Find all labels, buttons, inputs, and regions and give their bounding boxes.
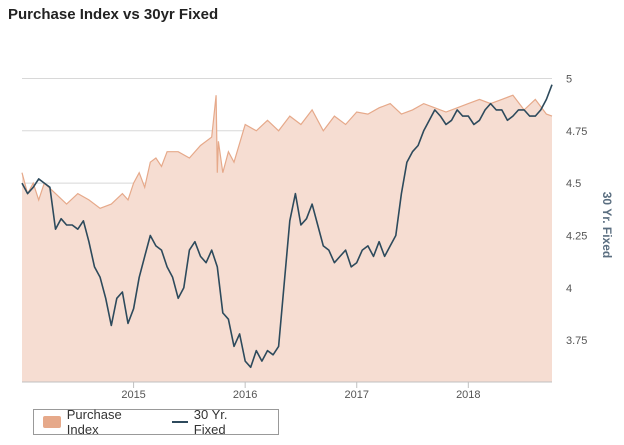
y-tick-label-3: 4.5: [566, 178, 581, 190]
legend-label-purchase-index: Purchase Index: [66, 407, 122, 437]
legend-swatch-line: [171, 421, 188, 423]
x-tick-label-2: 2017: [344, 389, 368, 401]
y-tick-label-2: 4.25: [566, 230, 587, 242]
legend-item-purchase-index[interactable]: Purchase Index: [43, 407, 156, 437]
y-axis-title: 30 Yr. Fixed: [600, 192, 614, 259]
series-layer: [21, 84, 553, 382]
y-tick-label-1: 4: [566, 283, 572, 295]
x-tick-label-0: 2015: [121, 389, 145, 401]
x-tick-label-3: 2018: [456, 389, 480, 401]
legend-label-30yr-fixed: 30 Yr. Fixed: [193, 407, 228, 437]
legend-swatch-area: [43, 416, 61, 428]
series-line-30yr-fixed: [21, 84, 553, 369]
series-line-purchase-index: [21, 94, 553, 209]
legend-item-30yr-fixed[interactable]: 30 Yr. Fixed: [171, 407, 262, 437]
area-fill-purchase-index: [22, 95, 552, 382]
x-tick-label-1: 2016: [233, 389, 257, 401]
legend[interactable]: Purchase Index 30 Yr. Fixed: [33, 407, 279, 437]
chart-title: Purchase Index vs 30yr Fixed: [8, 6, 219, 23]
y-tick-label-0: 3.75: [566, 335, 587, 347]
axis-layer: 3.75 4 4.25 4.5 4.75 5 2015 2016 2017 2018 30 Yr. …: [22, 73, 614, 401]
y-tick-label-4: 4.75: [566, 126, 587, 138]
y-tick-label-5: 5: [566, 73, 572, 85]
